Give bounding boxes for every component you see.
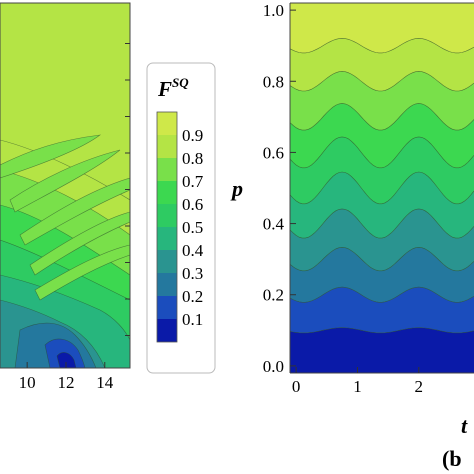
panel-a-frame [0,2,131,369]
panel-a: 10 12 14 [0,2,131,392]
panel-a-right-ticks [125,43,130,336]
panel-b-contour-line [290,327,474,334]
legend-tick-label: 0.5 [182,218,203,237]
panel-b-band [290,208,474,271]
legend-swatch [157,319,177,342]
panel-b-band [290,71,474,131]
panel-b-y-ticks: 1.0 0.8 0.6 0.4 0.2 0.0 [263,1,296,376]
panel-b-band [290,3,474,53]
panel-b-band [290,327,474,373]
legend-tick-label: 0.9 [182,126,203,145]
panel-b-y-tick-label: 0.2 [263,286,284,305]
legend-tick-label: 0.6 [182,195,203,214]
panel-b-x-ticks: 0 1 2 [292,367,423,396]
legend-swatch [157,112,177,135]
panel-b-contour-line [290,171,474,205]
panel-a-x-tick-label: 14 [96,373,114,392]
panel-b-band [290,136,474,204]
panel-b-x-tick-label: 1 [353,377,362,396]
panel-b-x-label: t [461,413,468,438]
legend-swatch-frame [156,111,178,343]
panel-b-y-tick-label: 0.0 [263,357,284,376]
legend-tick-label: 0.1 [182,310,203,329]
panel-b-y-label: p [230,176,243,201]
panel-b-band [290,287,474,333]
legend-title: FSQ [157,75,189,101]
legend-swatch [157,135,177,158]
panel-b-contour-line [290,208,474,239]
legend-swatches [156,111,178,343]
panel-b-band [290,38,474,91]
panel-a-band [19,177,130,246]
legend-swatch [157,158,177,181]
panel-b-contour-line [290,71,474,92]
panel-b-y-tick-label: 0.8 [263,72,284,91]
panel-b-y-tick-label: 0.6 [263,143,284,162]
panel-a-band [34,244,130,301]
legend-labels: 0.9 0.8 0.7 0.6 0.5 0.4 0.3 0.2 0.1 [182,126,204,329]
legend-tick-label: 0.4 [182,241,204,260]
legend-swatch [157,273,177,296]
panel-b-label: (b [442,446,462,471]
panel-a-band [9,149,121,213]
panel-a-band [0,134,102,179]
panel-b-contour-line [290,136,474,169]
panel-b-contours [290,3,474,373]
panel-a-band [29,211,130,276]
panel-b-contour-line [290,286,474,303]
legend-swatch [157,204,177,227]
panel-b-band [290,247,474,303]
legend-tick-label: 0.8 [182,149,203,168]
panel-b-contour-line [290,103,474,131]
legend-tick-label: 0.3 [182,264,203,283]
legend-swatch [157,250,177,273]
panel-a-contours [0,134,130,368]
colorbar-legend: FSQ 0.9 0.8 0.7 0.6 0.5 0.4 0.3 0.2 0.1 [146,62,216,374]
legend-tick-label: 0.2 [182,287,203,306]
panel-b-x-tick-label: 2 [415,377,424,396]
panel-b-band [290,103,474,168]
panel-b-band [290,172,474,239]
legend-swatch [157,181,177,204]
legend-swatch [157,296,177,319]
panel-b: 1.0 0.8 0.6 0.4 0.2 0.0 0 1 2 p t (b [230,1,474,471]
legend-tick-label: 0.7 [182,172,204,191]
panel-b-contour-line [290,247,474,272]
panel-b-y-tick-label: 1.0 [263,1,284,20]
panel-a-x-ticks: 10 12 14 [19,362,114,392]
panel-a-x-tick-label: 10 [19,373,36,392]
panel-a-x-tick-label: 12 [57,373,74,392]
panel-b-x-tick-label: 0 [292,377,301,396]
legend-swatch [157,227,177,250]
panel-b-y-tick-label: 0.4 [263,215,285,234]
panel-b-contour-line [290,38,474,54]
panel-a-band [56,352,77,368]
